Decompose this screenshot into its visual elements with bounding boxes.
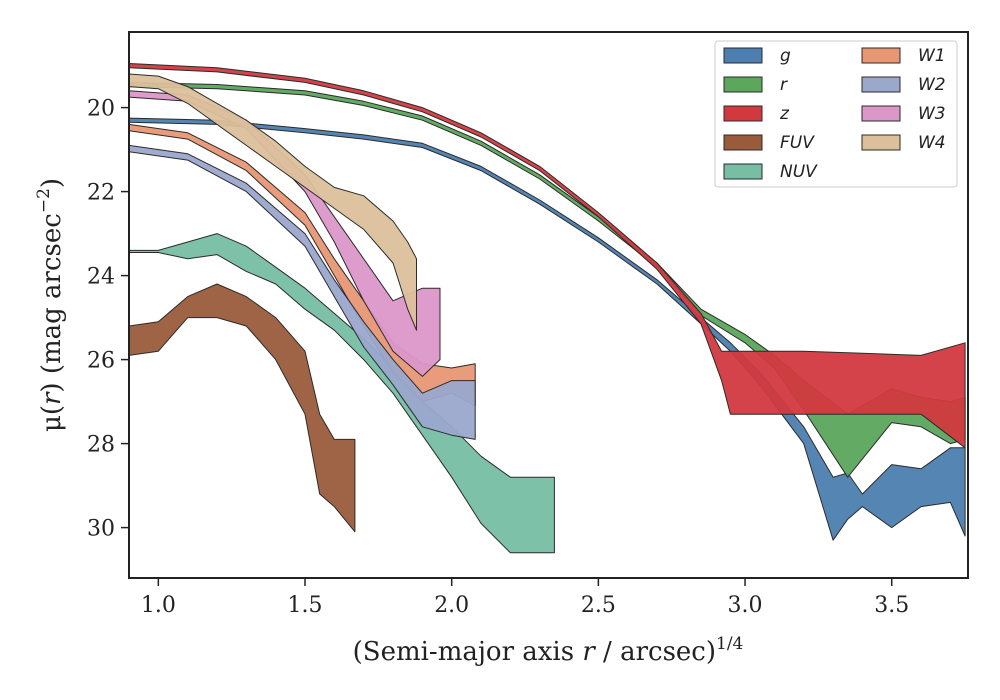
y-tick-label: 24: [87, 265, 115, 290]
legend-label-z: z: [779, 104, 790, 124]
x-tick-label: 3.0: [728, 593, 763, 618]
x-tick-label: 3.5: [874, 593, 909, 618]
legend-swatch-z: [723, 105, 763, 122]
series-area-g: [129, 117, 966, 541]
x-tick-label: 2.5: [581, 593, 616, 618]
legend-swatch-fuv: [723, 134, 763, 151]
y-axis-label-post: ) (mag arcsec: [37, 213, 67, 392]
y-axis-label-sup: −2: [34, 188, 54, 213]
series-area-z: [129, 63, 966, 449]
x-tick-label: 1.0: [141, 593, 176, 618]
y-axis-label-close: ): [37, 178, 67, 188]
legend-label-w2: W2: [918, 75, 946, 95]
y-axis-label-var: r: [37, 391, 67, 405]
x-axis-label-var: r: [582, 637, 596, 667]
y-tick-label: 30: [87, 517, 115, 542]
x-tick-label: 2.0: [434, 593, 469, 618]
x-tick-label: 1.5: [288, 593, 323, 618]
legend-swatch-r: [723, 76, 763, 93]
legend-label-w1: W1: [918, 46, 946, 66]
y-axis-label: μ(r) (mag arcsec−2): [34, 178, 67, 432]
plot-frame: [128, 31, 969, 579]
y-tick-label: 20: [87, 97, 115, 122]
series-area-w2: [129, 144, 476, 440]
legend-swatch-w3: [861, 105, 901, 122]
x-axis-label: (Semi-major axis r / arcsec)1/4: [353, 634, 744, 667]
legend-swatch-w4: [861, 134, 901, 151]
legend-swatch-g: [723, 47, 763, 64]
y-axis-label-pre: μ(: [37, 405, 67, 432]
series-area-w4: [129, 73, 417, 331]
series-area-nuv: [129, 233, 555, 554]
x-axis-label-main: (Semi-major axis: [353, 637, 583, 667]
x-axis-ticks: 1.0 1.5 2.0 2.5 3.0 3.5: [141, 578, 909, 618]
x-axis-label-sup: 1/4: [716, 634, 743, 654]
y-axis-ticks: 20 22 24 26 28 30: [87, 97, 129, 542]
legend-swatch-nuv: [723, 163, 763, 180]
y-tick-label: 22: [87, 181, 115, 206]
y-tick-label: 26: [87, 349, 115, 374]
y-tick-label: 28: [87, 433, 115, 458]
legend: grz FUV NUV W1 W2 W3 W4: [714, 40, 958, 188]
legend-label-fuv: FUV: [780, 133, 815, 153]
legend-label-g: g: [780, 46, 791, 66]
legend-swatch-w1: [861, 47, 901, 64]
legend-label-w4: W4: [918, 133, 946, 153]
legend-label-w3: W3: [918, 104, 946, 124]
series-area-fuv: [129, 283, 356, 533]
x-axis-label-rest: / arcsec): [595, 637, 716, 667]
legend-label-nuv: NUV: [780, 162, 818, 182]
legend-swatch-w2: [861, 76, 901, 93]
legend-label-r: r: [780, 75, 788, 95]
series-areas: [129, 63, 966, 554]
